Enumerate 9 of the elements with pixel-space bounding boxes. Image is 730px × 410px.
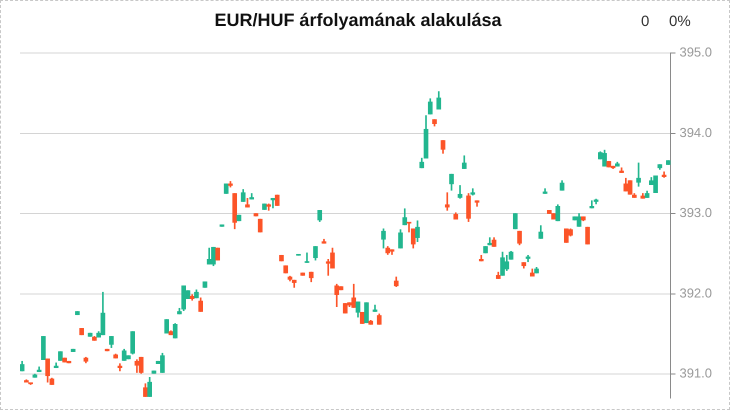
y-tick-label: 394.0 — [679, 124, 712, 140]
text: 0 — [641, 13, 650, 30]
y-tick-label: 395.0 — [679, 44, 712, 60]
y-tick-label: 391.0 — [679, 366, 712, 381]
text: 0% — [669, 13, 691, 30]
y-tick-label: 393.0 — [679, 205, 712, 220]
y-tick-label: 392.0 — [679, 285, 712, 300]
chart-title: EUR/HUF árfolyamának alakulása — [214, 10, 502, 30]
candlestick — [304, 252, 310, 263]
